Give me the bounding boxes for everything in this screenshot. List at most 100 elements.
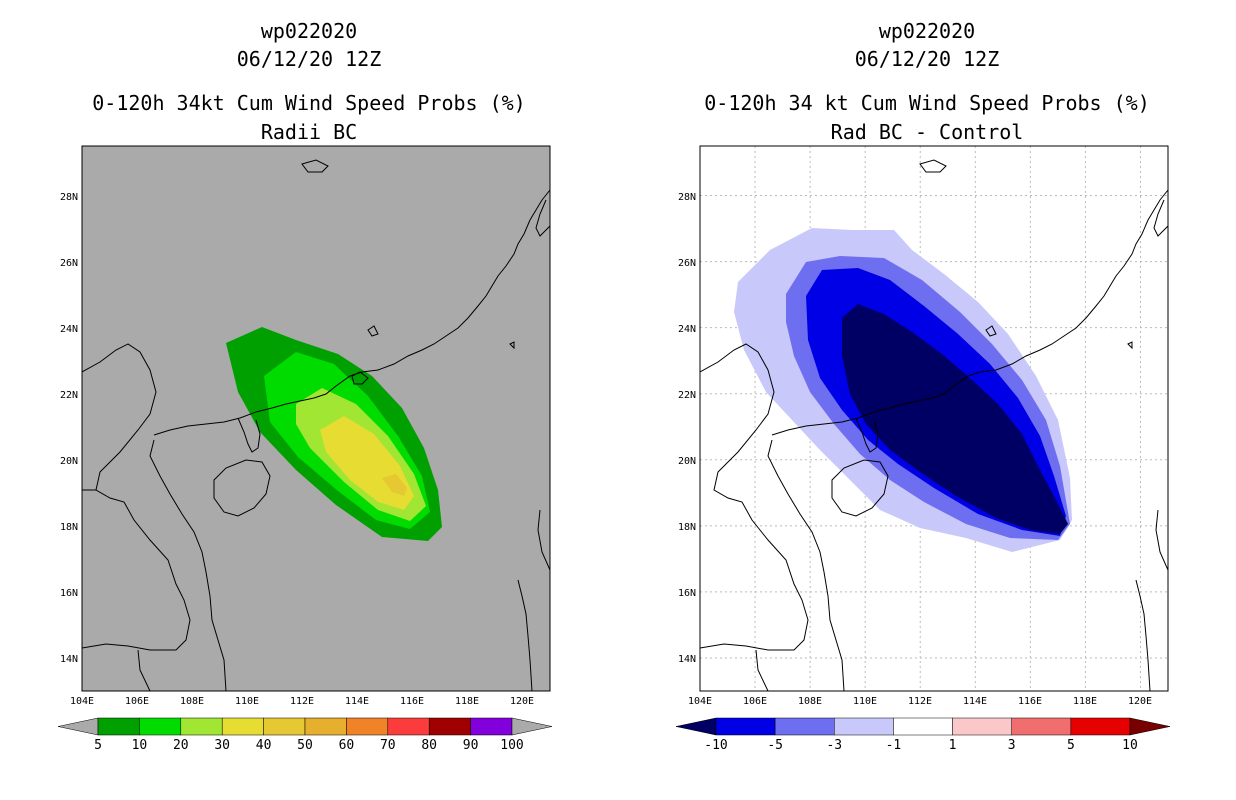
left-colorbar: 5 10 20 30 40 50 60 70 80 90 100 bbox=[57, 717, 553, 753]
right-small-island-east bbox=[1127, 341, 1133, 350]
right-vietnam-coast bbox=[767, 439, 845, 691]
right-y-tick-18N: 18N bbox=[678, 522, 696, 533]
right-colorbar-label: -3 bbox=[826, 738, 842, 753]
right-y-axis: 14N 16N 18N 20N 22N 24N 26N 28N bbox=[678, 192, 696, 665]
right-x-tick-106E: 106E bbox=[743, 696, 767, 707]
left-colorbar-label: 20 bbox=[173, 738, 189, 753]
right-colorbar-label: -10 bbox=[704, 738, 727, 753]
right-y-tick-14N: 14N bbox=[678, 654, 696, 665]
right-colorbar-swatch bbox=[893, 717, 953, 736]
right-laos-border bbox=[700, 343, 809, 651]
left-colorbar-label: 60 bbox=[339, 738, 355, 753]
left-coastlines bbox=[82, 159, 550, 691]
left-x-tick-106E: 106E bbox=[125, 696, 149, 707]
left-y-tick-14N: 14N bbox=[60, 654, 78, 665]
left-colorbar-label: 70 bbox=[380, 738, 396, 753]
right-colorbar: -10 -5 -3 -1 1 3 5 10 bbox=[675, 717, 1171, 753]
left-y-axis: 14N 16N 18N 20N 22N 24N 26N 28N bbox=[60, 192, 78, 665]
left-map-frame bbox=[81, 145, 551, 692]
left-x-tick-114E: 114E bbox=[345, 696, 369, 707]
right-colorbar-label: 10 bbox=[1122, 738, 1138, 753]
left-x-tick-108E: 108E bbox=[180, 696, 204, 707]
right-y-tick-28N: 28N bbox=[678, 192, 696, 203]
right-x-tick-108E: 108E bbox=[798, 696, 822, 707]
left-y-tick-18N: 18N bbox=[60, 522, 78, 533]
right-x-tick-112E: 112E bbox=[908, 696, 932, 707]
right-title-product: 0-120h 34 kt Cum Wind Speed Probs (%) bbox=[704, 91, 1150, 115]
right-y-tick-24N: 24N bbox=[678, 324, 696, 335]
right-coastlines bbox=[700, 159, 1168, 691]
left-x-axis: 104E 106E 108E 110E 112E 114E 116E 118E … bbox=[70, 696, 534, 707]
left-colorbar-label: 80 bbox=[421, 738, 437, 753]
left-colorbar-swatch bbox=[97, 717, 140, 736]
right-difference-contours bbox=[734, 228, 1072, 552]
right-colorbar-high-arrow bbox=[1129, 717, 1171, 736]
left-colorbar-swatch bbox=[304, 717, 347, 736]
left-title-run: wp022020 bbox=[261, 19, 357, 43]
left-colorbar-label: 10 bbox=[132, 738, 148, 753]
right-china-coast bbox=[771, 189, 1168, 436]
left-title-scheme: Radii BC bbox=[261, 120, 357, 144]
right-y-tick-20N: 20N bbox=[678, 456, 696, 467]
right-colorbar-swatch bbox=[952, 717, 1012, 736]
right-x-tick-104E: 104E bbox=[688, 696, 712, 707]
left-colorbar-label: 100 bbox=[500, 738, 523, 753]
left-colorbar-label: 40 bbox=[256, 738, 272, 753]
right-colorbar-swatch bbox=[715, 717, 776, 736]
right-x-tick-120E: 120E bbox=[1128, 696, 1152, 707]
right-small-island-pratas bbox=[985, 325, 997, 337]
left-title-date: 06/12/20 12Z bbox=[237, 47, 382, 71]
left-colorbar-swatch bbox=[221, 717, 264, 736]
right-hainan-island bbox=[831, 459, 889, 517]
right-philippines-luzon bbox=[1135, 579, 1151, 691]
left-taiwan bbox=[535, 199, 550, 237]
left-x-tick-104E: 104E bbox=[70, 696, 94, 707]
left-y-tick-20N: 20N bbox=[60, 456, 78, 467]
right-x-tick-118E: 118E bbox=[1073, 696, 1097, 707]
left-panel: wp022020 06/12/20 12Z 0-120h 34kt Cum Wi… bbox=[57, 19, 553, 753]
right-small-island-north bbox=[919, 159, 947, 173]
right-colorbar-label: -5 bbox=[767, 738, 783, 753]
left-small-island-pratas bbox=[367, 325, 379, 337]
left-small-island-east bbox=[509, 341, 515, 350]
left-colorbar-label: 90 bbox=[463, 738, 479, 753]
right-panel: wp022020 06/12/20 12Z 0-120h 34 kt Cum W… bbox=[675, 19, 1171, 753]
left-y-tick-22N: 22N bbox=[60, 390, 78, 401]
left-hainan-island bbox=[213, 459, 271, 517]
right-philippines-coast bbox=[1155, 509, 1168, 571]
right-x-tick-110E: 110E bbox=[853, 696, 877, 707]
right-title-scheme: Rad BC - Control bbox=[831, 120, 1024, 144]
right-colorbar-swatch bbox=[1011, 717, 1072, 736]
left-colorbar-label: 50 bbox=[297, 738, 313, 753]
left-probability-contours bbox=[226, 327, 442, 541]
left-x-tick-120E: 120E bbox=[510, 696, 534, 707]
left-colorbar-swatch bbox=[428, 717, 471, 736]
right-x-tick-116E: 116E bbox=[1018, 696, 1042, 707]
left-colorbar-label: 5 bbox=[94, 738, 102, 753]
right-y-tick-26N: 26N bbox=[678, 258, 696, 269]
right-map-frame bbox=[699, 145, 1169, 692]
left-colorbar-high-arrow bbox=[511, 717, 553, 736]
left-philippines-luzon bbox=[517, 579, 533, 691]
left-cambodia-border bbox=[137, 649, 151, 691]
left-colorbar-swatch bbox=[387, 717, 430, 736]
right-x-axis: 104E 106E 108E 110E 112E 114E 116E 118E … bbox=[688, 696, 1152, 707]
right-leizhou-peninsula bbox=[855, 417, 879, 453]
left-contour-40pct bbox=[382, 474, 407, 496]
right-colorbar-label: 3 bbox=[1008, 738, 1016, 753]
right-contour-minus10 bbox=[842, 304, 1068, 534]
left-colorbar-low-arrow bbox=[57, 717, 99, 736]
left-philippines-coast bbox=[537, 509, 550, 571]
left-colorbar-swatch bbox=[139, 717, 182, 736]
right-colorbar-swatch bbox=[774, 717, 835, 736]
left-colorbar-swatch bbox=[263, 717, 306, 736]
left-y-tick-28N: 28N bbox=[60, 192, 78, 203]
right-title-run: wp022020 bbox=[879, 19, 975, 43]
left-china-coast bbox=[153, 189, 550, 436]
right-x-tick-114E: 114E bbox=[963, 696, 987, 707]
right-y-tick-16N: 16N bbox=[678, 588, 696, 599]
left-y-tick-16N: 16N bbox=[60, 588, 78, 599]
right-colorbar-label: 1 bbox=[949, 738, 957, 753]
left-x-tick-116E: 116E bbox=[400, 696, 424, 707]
